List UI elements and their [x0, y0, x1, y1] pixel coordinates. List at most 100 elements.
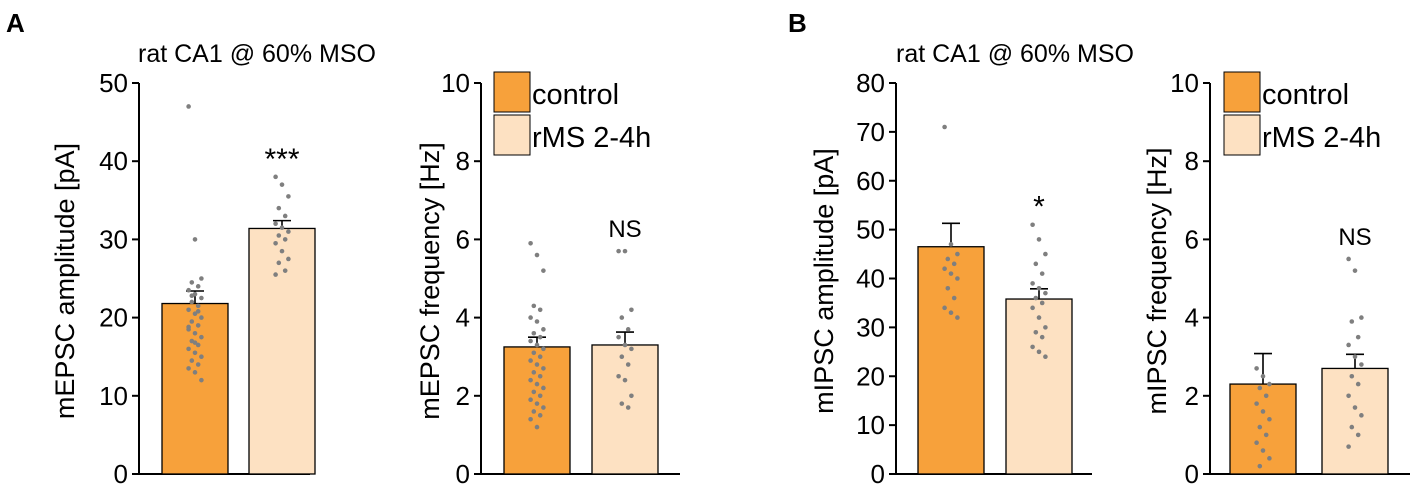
- data-point: [1346, 256, 1351, 262]
- chart-mepsc-frequency: 0 2 4 6 8 10 NS mEPSC frequency [Hz]: [415, 68, 680, 489]
- data-point: [282, 213, 288, 219]
- data-point: [528, 377, 533, 383]
- data-point: [531, 330, 537, 336]
- y-tick-label: 0: [456, 459, 470, 489]
- y-tick-label: 40: [99, 146, 128, 176]
- data-point: [186, 324, 191, 330]
- data-point: [199, 334, 204, 340]
- data-point: [531, 303, 537, 309]
- data-point: [1346, 393, 1351, 399]
- data-point: [1359, 362, 1364, 367]
- y-tick-label: 10: [99, 381, 128, 411]
- data-point: [1036, 285, 1042, 291]
- data-point: [534, 342, 540, 348]
- data-point: [192, 370, 198, 375]
- significance-label: NS: [1338, 224, 1371, 251]
- chart-mipsc-frequency: 0 2 4 6 8 10 NS mIPSC frequency [Hz]: [1142, 68, 1410, 489]
- y-axis-label: mEPSC amplitude [pA]: [50, 143, 80, 419]
- data-point: [192, 340, 198, 345]
- data-point: [276, 233, 282, 238]
- data-point: [629, 393, 634, 399]
- data-point: [1267, 381, 1272, 387]
- y-tick-label: 0: [1185, 459, 1199, 489]
- data-point: [186, 366, 191, 371]
- data-point: [1349, 319, 1355, 324]
- legend-label-control: control: [532, 79, 619, 111]
- significance-label: NS: [608, 216, 641, 243]
- data-point: [199, 354, 204, 360]
- data-point: [186, 307, 191, 313]
- data-point: [945, 256, 951, 262]
- data-point: [273, 174, 278, 180]
- data-point: [276, 205, 282, 211]
- data-point: [1043, 251, 1048, 257]
- data-point: [951, 295, 957, 301]
- data-point: [195, 309, 201, 314]
- data-point: [273, 241, 278, 246]
- data-point: [531, 389, 537, 395]
- data-point: [1267, 456, 1272, 461]
- y-axis-label: mIPSC amplitude [pA]: [809, 148, 839, 414]
- data-point: [199, 315, 204, 320]
- data-point: [192, 311, 198, 316]
- data-point: [189, 358, 195, 363]
- data-point: [616, 248, 621, 254]
- data-point: [199, 377, 204, 383]
- bar-rms: [591, 344, 659, 475]
- data-point: [1352, 268, 1358, 273]
- data-point: [1257, 385, 1263, 391]
- data-point: [1349, 373, 1355, 379]
- data-point: [1260, 409, 1266, 414]
- data-point: [955, 276, 960, 281]
- data-point: [534, 252, 540, 258]
- legend-label-rms: rMS 2-4h: [532, 122, 651, 154]
- data-point: [1043, 290, 1048, 296]
- data-point: [186, 287, 191, 293]
- data-point: [616, 373, 621, 379]
- data-point: [541, 327, 546, 332]
- data-point: [195, 284, 201, 289]
- y-tick-label: 10: [441, 68, 470, 98]
- y-tick-label: 30: [856, 312, 885, 342]
- data-point: [1030, 222, 1035, 228]
- data-point: [622, 342, 628, 348]
- data-point: [948, 241, 954, 247]
- data-point: [948, 271, 954, 276]
- data-point: [192, 350, 198, 356]
- data-point: [186, 104, 191, 109]
- y-tick-label: 8: [456, 146, 470, 176]
- data-point: [186, 346, 191, 352]
- y-tick-label: 50: [99, 68, 128, 98]
- data-point: [528, 315, 533, 320]
- data-point: [195, 323, 201, 328]
- y-tick-label: 6: [456, 224, 470, 254]
- data-point: [537, 354, 543, 360]
- data-point: [625, 405, 631, 410]
- data-point: [1033, 295, 1039, 301]
- y-tick-label: 30: [99, 224, 128, 254]
- panel-label-a: A: [6, 8, 25, 38]
- data-point: [625, 327, 631, 332]
- data-point: [1352, 405, 1358, 410]
- data-point: [195, 342, 201, 348]
- data-point: [537, 334, 543, 340]
- data-point: [279, 182, 285, 187]
- data-point: [1267, 416, 1272, 422]
- y-tick-label: 70: [856, 117, 885, 147]
- data-point: [942, 305, 947, 311]
- data-point: [531, 370, 537, 375]
- y-tick-label: 4: [1185, 303, 1199, 333]
- data-point: [1346, 444, 1351, 449]
- data-point: [279, 225, 285, 230]
- data-point: [945, 285, 951, 291]
- data-point: [1039, 300, 1045, 306]
- bar-control: [1229, 383, 1297, 475]
- data-point: [282, 237, 288, 242]
- bar-rms: [1321, 367, 1389, 475]
- data-point: [528, 416, 533, 422]
- y-tick-label: 10: [856, 410, 885, 440]
- legend-swatch-rms: [1223, 114, 1261, 156]
- bar-rms: [1005, 298, 1073, 475]
- data-point: [276, 260, 282, 266]
